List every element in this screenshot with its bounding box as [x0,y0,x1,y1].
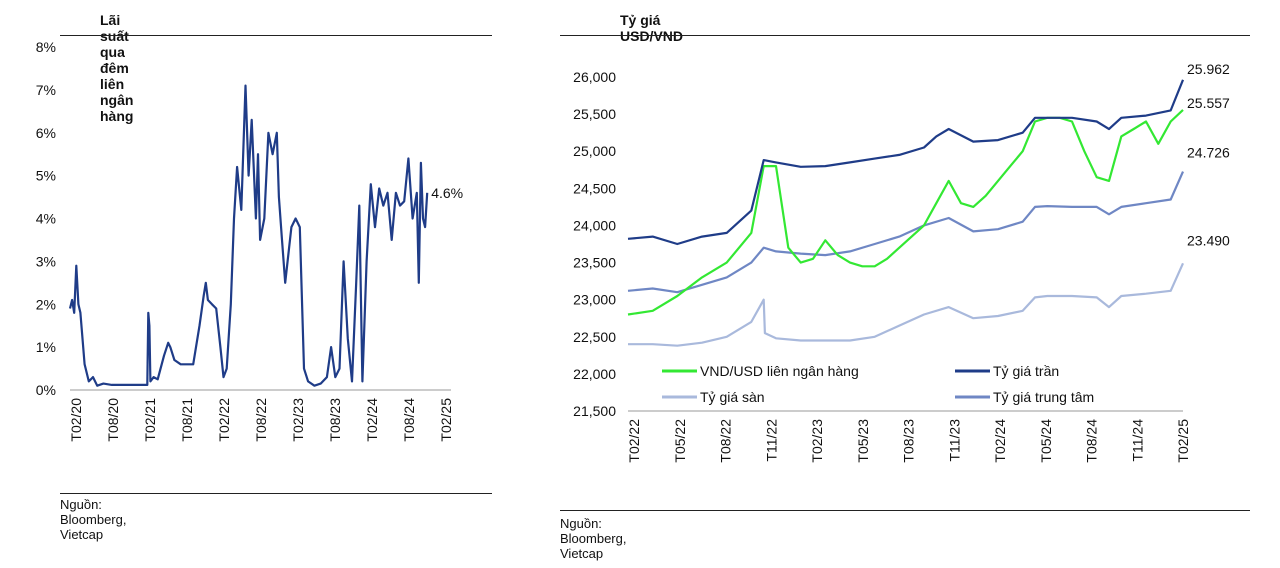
right-x-tick-label: T11/23 [946,419,962,462]
left-bottom-rule [60,493,492,494]
right-x-tick-label: T08/23 [901,419,917,463]
right-x-tick-label: T02/22 [626,419,642,463]
right-chart-title: Tỷ giá USD/VND [620,12,684,44]
left-x-tick-label: T08/20 [105,398,121,442]
left-x-tick-label: T02/21 [142,398,158,442]
right-y-tick-label: 24,000 [573,217,616,233]
left-x-tick-label: T02/20 [68,398,84,442]
right-y-tick-label: 25,500 [573,106,616,122]
left-end-value-label: 4.6% [431,185,463,201]
legend-label: Tỷ giá sàn [700,389,765,405]
left-y-tick-label: 4% [36,211,56,227]
left-x-tick-label: T02/23 [290,398,306,442]
floor-rate-end-label: 23.490 [1187,232,1230,248]
right-bottom-rule [560,510,1250,511]
left-x-tick-label: T02/25 [438,398,454,442]
right-y-tick-label: 24,500 [573,180,616,196]
left-x-tick-label: T02/22 [216,398,232,442]
left-chart: 0% 1% 2% 3% 4% 5% 6% 7% 8% T02/20 T08/20 T02/21 T08/… [36,39,463,442]
right-y-tick-label: 23,000 [573,292,616,308]
right-y-tick-label: 21,500 [573,403,616,419]
right-y-tick-label: 22,000 [573,366,616,382]
interbank-fx-line [627,109,1184,316]
right-x-tick-label: T02/25 [1175,419,1191,463]
right-y-tick-label: 23,500 [573,255,616,271]
left-y-tick-label: 8% [36,39,56,55]
right-chart: 21,500 22,000 22,500 23,000 23,500 24,000 24,5… [573,61,1230,463]
left-x-tick-label: T08/24 [401,398,417,442]
right-source: Nguồn: Bloomberg, Vietcap [560,516,627,561]
left-source: Nguồn: Bloomberg, Vietcap [60,497,127,542]
right-x-tick-label: T11/22 [763,419,779,462]
left-y-tick-label: 1% [36,339,56,355]
right-y-tick-label: 25,000 [573,143,616,159]
interbank-fx-end-label: 25.557 [1187,95,1230,111]
left-y-tick-label: 2% [36,296,56,312]
left-y-tick-label: 0% [36,382,56,398]
legend-label: Tỷ giá trần [993,363,1059,379]
left-x-tick-label: T08/21 [179,398,195,442]
right-x-tick-label: T02/24 [992,419,1008,463]
right-x-tick-label: T05/22 [672,419,688,463]
legend-label: Tỷ giá trung tâm [993,389,1094,405]
right-title-rule [560,35,1250,36]
right-x-tick-label: T05/24 [1038,419,1054,463]
left-y-tick-label: 5% [36,168,56,184]
legend-label: VND/USD liên ngân hàng [700,363,859,379]
left-y-tick-label: 3% [36,253,56,269]
right-x-tick-label: T11/24 [1129,419,1145,462]
right-x-tick-label: T05/23 [855,419,871,463]
right-x-tick-label: T08/24 [1084,419,1100,463]
right-x-tick-label: T08/22 [718,419,734,463]
central-rate-end-label: 24.726 [1187,145,1230,161]
floor-rate-line [628,262,1185,347]
left-y-tick-label: 6% [36,125,56,141]
right-x-tick-label: T02/23 [809,419,825,463]
left-x-tick-label: T08/23 [327,398,343,442]
left-x-tick-label: T02/24 [364,398,380,442]
right-y-tick-label: 26,000 [573,69,616,85]
ceiling-rate-end-label: 25.962 [1187,61,1230,77]
right-y-tick-label: 22,500 [573,329,616,345]
ceiling-rate-line [627,79,1185,246]
left-chart-title: Lãi suất qua đêm liên ngân hàng [100,12,134,124]
central-rate-line [627,171,1185,294]
left-y-tick-label: 7% [36,82,56,98]
left-title-rule [60,35,492,36]
interbank-rate-line [68,84,429,387]
left-x-tick-label: T08/22 [253,398,269,442]
